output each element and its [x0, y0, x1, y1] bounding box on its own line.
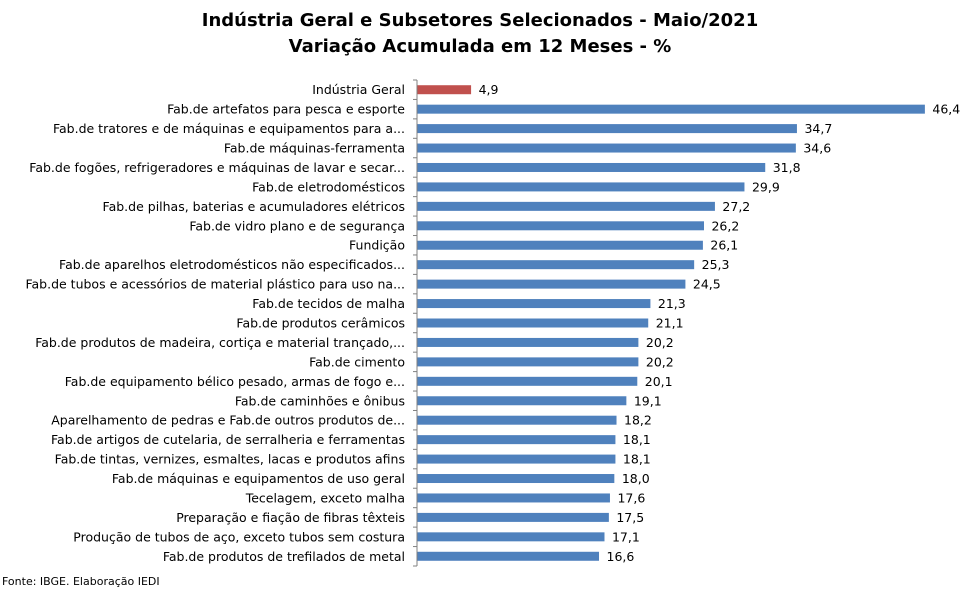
category-label: Fab.de tecidos de malha — [252, 296, 405, 311]
category-label: Fab.de tubos e acessórios de material pl… — [25, 277, 405, 292]
bar — [417, 260, 695, 270]
data-label: 34,6 — [803, 141, 831, 156]
bar — [417, 240, 703, 250]
category-label: Fab.de produtos de madeira, cortiça e ma… — [35, 335, 405, 350]
category-label: Fab.de caminhões e ônibus — [235, 393, 405, 408]
bar — [417, 551, 600, 561]
data-label: 24,5 — [693, 277, 721, 292]
data-label: 20,2 — [646, 354, 674, 369]
data-label: 17,6 — [617, 490, 645, 505]
chart-subtitle: Variação Acumulada em 12 Meses - % — [288, 36, 672, 57]
category-label: Fab.de pilhas, baterias e acumuladores e… — [103, 199, 405, 214]
category-label: Fab.de artefatos para pesca e esporte — [167, 102, 405, 117]
bar — [417, 124, 797, 134]
category-label: Fab.de aparelhos eletrodomésticos não es… — [59, 257, 405, 272]
bar — [417, 512, 609, 522]
data-label: 26,2 — [711, 218, 739, 233]
category-label: Indústria Geral — [312, 82, 405, 97]
axis-layer — [413, 79, 418, 567]
bar — [417, 182, 745, 192]
bar — [417, 104, 925, 114]
bar — [417, 318, 649, 328]
bar — [417, 357, 639, 367]
category-label: Preparação e fiação de fibras têxteis — [176, 510, 405, 525]
chart-title-block: Indústria Geral e Subsetores Selecionado… — [0, 8, 960, 60]
data-label: 18,1 — [623, 452, 651, 467]
data-label: 29,9 — [752, 179, 780, 194]
bar — [417, 299, 651, 309]
category-label: Fab.de artigos de cutelaria, de serralhe… — [51, 432, 405, 447]
bar — [417, 221, 704, 231]
category-label: Fab.de produtos cerâmicos — [236, 316, 405, 331]
data-label: 31,8 — [773, 160, 801, 175]
bar — [417, 532, 605, 542]
data-label: 18,2 — [624, 413, 652, 428]
category-label: Fab.de fogões, refrigeradores e máquinas… — [29, 160, 405, 175]
bars-layer — [417, 85, 925, 561]
bar — [417, 435, 616, 445]
category-label: Aparelhamento de pedras e Fab.de outros … — [51, 413, 405, 428]
data-label: 26,1 — [710, 238, 738, 253]
data-label: 4,9 — [479, 82, 499, 97]
data-label: 16,6 — [607, 549, 635, 564]
data-label: 18,1 — [623, 432, 651, 447]
data-label: 21,1 — [656, 316, 684, 331]
category-label: Fab.de máquinas e equipamentos de uso ge… — [112, 471, 405, 486]
category-label: Fab.de tintas, vernizes, esmaltes, lacas… — [55, 452, 405, 467]
category-label: Fab.de cimento — [309, 354, 405, 369]
category-label: Fab.de máquinas-ferramenta — [224, 141, 405, 156]
data-label: 19,1 — [634, 393, 662, 408]
category-label: Produção de tubos de aço, exceto tubos s… — [73, 529, 405, 544]
bar — [417, 162, 766, 172]
chart-title: Indústria Geral e Subsetores Selecionado… — [201, 10, 759, 31]
bar — [417, 143, 796, 153]
source-note: Fonte: IBGE. Elaboração IEDI — [2, 575, 160, 588]
data-label: 27,2 — [722, 199, 750, 214]
category-label: Tecelagem, exceto malha — [245, 490, 405, 505]
bar — [417, 493, 610, 503]
data-label: 18,0 — [622, 471, 650, 486]
data-label: 34,7 — [804, 121, 832, 136]
bar — [417, 396, 627, 406]
bar — [417, 474, 615, 484]
data-label: 17,1 — [612, 529, 640, 544]
bar — [417, 454, 616, 464]
category-label: Fab.de produtos de trefilados de metal — [163, 549, 405, 564]
category-labels-layer: Indústria Geral Fab.de artefatos para pes… — [25, 82, 405, 564]
data-label: 21,3 — [658, 296, 686, 311]
category-label: Fundição — [349, 238, 405, 253]
category-label: Fab.de vidro plano e de segurança — [189, 218, 405, 233]
data-label: 20,1 — [645, 374, 673, 389]
data-label: 25,3 — [702, 257, 730, 272]
bar — [417, 415, 617, 425]
bar — [417, 279, 686, 289]
data-label: 46,4 — [932, 102, 960, 117]
bar — [417, 201, 715, 211]
bar — [417, 85, 472, 95]
data-label: 17,5 — [616, 510, 644, 525]
category-label: Fab.de tratores e de máquinas e equipame… — [53, 121, 405, 136]
value-labels-layer: 4,9 46,4 34,7 34,631,8 29,927,2 26,2 26,1 25,3 2… — [479, 82, 960, 564]
category-label: Fab.de eletrodomésticos — [252, 179, 405, 194]
bar — [417, 337, 639, 347]
data-label: 20,2 — [646, 335, 674, 350]
bar — [417, 376, 638, 386]
category-label: Fab.de equipamento bélico pesado, armas … — [65, 374, 405, 389]
